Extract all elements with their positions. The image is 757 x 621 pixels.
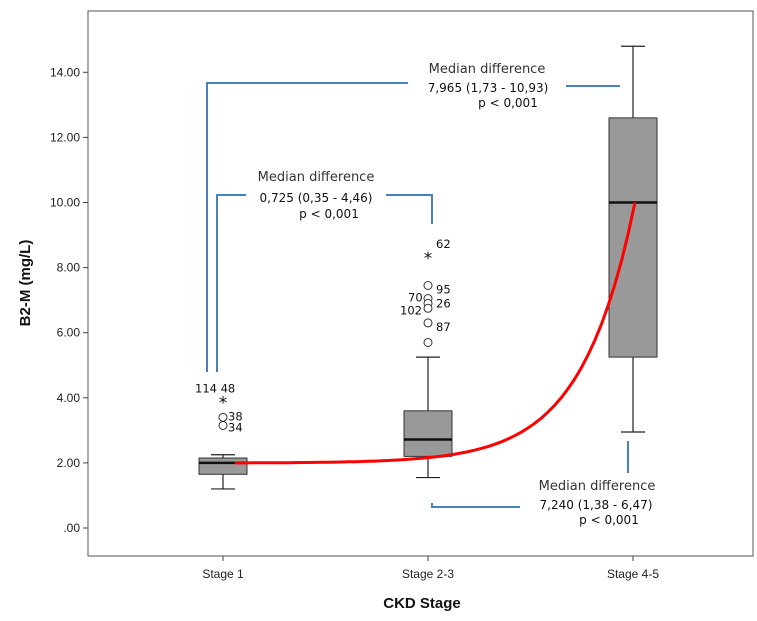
- y-tick-label: 12.00: [50, 130, 80, 144]
- outlier-label: 87: [436, 320, 451, 334]
- annotation-ci: 7,965 (1,73 - 10,93): [428, 81, 549, 95]
- y-tick-label: 4.00: [57, 391, 81, 405]
- outlier-star: *: [424, 249, 433, 269]
- outlier-circle: [218, 420, 228, 430]
- outlier-circle: [423, 281, 433, 291]
- outlier-label: 34: [228, 420, 243, 434]
- outlier-label: 38: [228, 409, 243, 423]
- outlier-label: 26: [436, 296, 451, 310]
- outlier-star: *: [219, 394, 228, 414]
- annotation-stage1-stage45: Median difference 7,965 (1,73 - 10,93) p…: [428, 62, 549, 110]
- annotation-ci: 0,725 (0,35 - 4,46): [260, 191, 373, 205]
- outlier-label: 95: [436, 283, 451, 297]
- y-tick-label: 10.00: [50, 196, 80, 210]
- box-stage-2-3: *: [403, 249, 453, 479]
- trend-curve-group: [235, 202, 637, 465]
- outlier-circle: [423, 318, 433, 328]
- trend-curve: [235, 202, 637, 465]
- outlier-label: 114 48: [195, 382, 235, 396]
- x-tick-label: Stage 2-3: [402, 567, 454, 581]
- y-tick-label: .00: [63, 521, 80, 535]
- bracket-stage1-stage45: [206, 82, 408, 372]
- outlier-circle: [218, 412, 228, 422]
- annotation-title: Median difference: [258, 170, 375, 185]
- annotation-brackets: [206, 82, 629, 508]
- annotation-ci: 7,240 (1,38 - 6,47): [540, 498, 653, 512]
- iqr-box: [198, 457, 248, 475]
- bracket-stage1-stage23: [216, 194, 246, 372]
- outlier-label: 102: [400, 303, 422, 317]
- outlier-label: 62: [436, 237, 451, 251]
- y-axis-title: B2-M (mg/L): [17, 240, 34, 327]
- y-axis: .00 2.00 4.00 6.00 8.00 10.00 12.00 14.00: [50, 65, 88, 535]
- annotation-stage23-stage45: Median difference 7,240 (1,38 - 6,47) p …: [539, 479, 656, 527]
- y-tick-label: 6.00: [57, 326, 81, 340]
- x-axis: Stage 1 Stage 2-3 Stage 4-5: [202, 556, 659, 581]
- bracket-stage1-stage23-right: [386, 194, 433, 224]
- y-tick-label: 14.00: [50, 65, 80, 79]
- bracket-stage23-stage45: [431, 503, 520, 508]
- annotation-title: Median difference: [539, 479, 656, 494]
- iqr-box: [608, 117, 658, 358]
- y-tick-label: 8.00: [57, 261, 81, 275]
- y-tick-label: 2.00: [57, 456, 81, 470]
- iqr-box: [403, 410, 453, 457]
- annotation-p: p < 0,001: [579, 513, 639, 527]
- annotation-p: p < 0,001: [299, 207, 359, 221]
- x-tick-label: Stage 4-5: [607, 567, 659, 581]
- annotation-stage1-stage23: Median difference 0,725 (0,35 - 4,46) p …: [258, 170, 375, 221]
- x-tick-label: Stage 1: [202, 567, 244, 581]
- box-stage-4-5: [608, 45, 658, 433]
- x-axis-title: CKD Stage: [383, 595, 461, 612]
- outlier-label: 70: [408, 291, 423, 305]
- outlier-circle: [423, 337, 433, 347]
- annotation-p: p < 0,001: [478, 96, 538, 110]
- outlier-circle: [423, 303, 433, 313]
- annotation-title: Median difference: [429, 62, 546, 77]
